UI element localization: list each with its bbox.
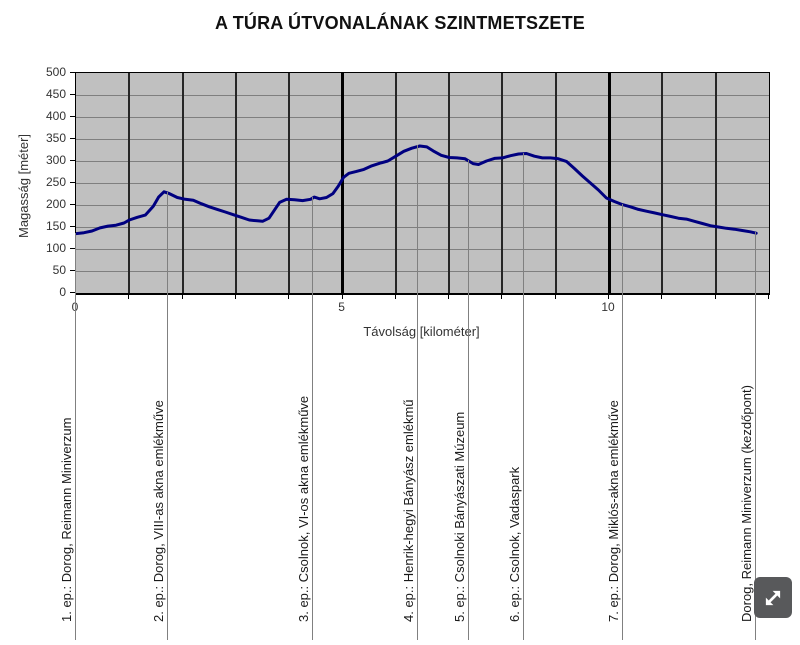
y-axis-tick <box>70 94 75 95</box>
x-axis-tick <box>714 294 716 299</box>
x-axis-tick <box>394 294 396 299</box>
x-gridline <box>661 73 664 293</box>
waypoint-line <box>75 232 76 640</box>
expand-arrows-icon <box>765 590 781 605</box>
plot-area <box>75 72 770 295</box>
x-tick-label: 5 <box>338 300 345 314</box>
expand-button[interactable] <box>754 577 792 618</box>
y-tick-label: 50 <box>52 263 66 277</box>
y-tick-label: 0 <box>59 285 66 299</box>
y-axis-tick <box>70 182 75 183</box>
chart-title: A TÚRA ÚTVONALÁNAK SZINTMETSZETE <box>214 13 586 33</box>
x-gridline <box>234 73 237 293</box>
x-tick-label: 10 <box>601 300 615 314</box>
x-axis-tick <box>341 294 343 299</box>
x-axis-title: Távolság [kilométer] <box>363 324 480 339</box>
y-tick-label: 350 <box>45 131 66 145</box>
y-axis-tick <box>70 204 75 205</box>
y-axis-tick <box>70 72 75 73</box>
x-gridline <box>554 73 557 293</box>
waypoint-label: 5. ep.: Csolnoki Bányászati Múzeum <box>451 411 467 622</box>
y-tick-label: 400 <box>45 109 66 123</box>
x-axis-tick <box>181 294 183 299</box>
y-axis-tick <box>70 160 75 161</box>
y-tick-label: 300 <box>45 153 66 167</box>
waypoint-label: 2. ep.: Dorog, VIII-as akna emlékműve <box>151 400 167 622</box>
elevation-line <box>76 144 758 236</box>
waypoint-label: Dorog, Reimann Miniverzum (kezdőpont) <box>739 385 755 622</box>
y-gridline <box>76 138 769 140</box>
x-axis-tick <box>128 294 130 299</box>
y-gridline <box>76 160 769 162</box>
y-axis-tick <box>70 270 75 271</box>
y-gridline <box>76 204 769 206</box>
waypoint-label: 4. ep.: Henrik-hegyi Bányász emlékmű <box>401 399 417 622</box>
y-tick-label: 500 <box>45 65 66 79</box>
waypoint-line <box>755 232 757 640</box>
y-gridline <box>76 270 769 272</box>
waypoint-line <box>621 203 623 640</box>
waypoint-line <box>312 196 314 640</box>
x-axis-tick <box>554 294 556 299</box>
y-tick-label: 250 <box>45 175 66 189</box>
y-axis-title: Magasság [méter] <box>16 133 31 238</box>
x-axis-tick <box>448 294 450 299</box>
x-axis-tick <box>501 294 503 299</box>
y-tick-label: 150 <box>45 219 66 233</box>
waypoint-line <box>522 152 524 640</box>
waypoint-line <box>167 192 169 640</box>
y-tick-label: 100 <box>45 241 66 255</box>
y-gridline <box>76 226 769 228</box>
y-gridline <box>76 116 769 118</box>
y-tick-label: 450 <box>45 87 66 101</box>
x-gridline <box>128 73 131 293</box>
y-axis-tick <box>70 226 75 227</box>
x-axis-tick <box>288 294 290 299</box>
x-gridline <box>501 73 504 293</box>
x-gridline <box>394 73 397 293</box>
y-tick-label: 200 <box>45 197 66 211</box>
x-axis-tick <box>234 294 236 299</box>
y-axis-tick <box>70 292 75 293</box>
x-gridline-major <box>607 73 611 293</box>
waypoint-label: 6. ep.: Csolnok, Vadaspark <box>506 466 522 622</box>
waypoint-line <box>417 145 419 640</box>
y-axis-tick <box>70 116 75 117</box>
x-gridline <box>181 73 184 293</box>
y-axis-tick <box>70 248 75 249</box>
y-gridline <box>76 94 769 96</box>
x-axis-tick <box>768 294 769 299</box>
x-gridline <box>448 73 451 293</box>
waypoint-line <box>467 160 469 640</box>
x-axis-tick <box>608 294 610 299</box>
waypoint-label: 7. ep.: Dorog, Miklós-akna emlékműve <box>605 400 621 622</box>
x-gridline <box>288 73 291 293</box>
y-gridline <box>76 182 769 184</box>
waypoint-label: 3. ep.: Csolnok, VI-os akna emlékműve <box>296 395 312 622</box>
waypoint-label: 1. ep.: Dorog, Reimann Miniverzum <box>59 417 74 622</box>
y-gridline <box>76 248 769 250</box>
x-gridline-major <box>341 73 345 293</box>
x-gridline <box>714 73 717 293</box>
x-axis-tick <box>661 294 663 299</box>
y-axis-tick <box>70 138 75 139</box>
